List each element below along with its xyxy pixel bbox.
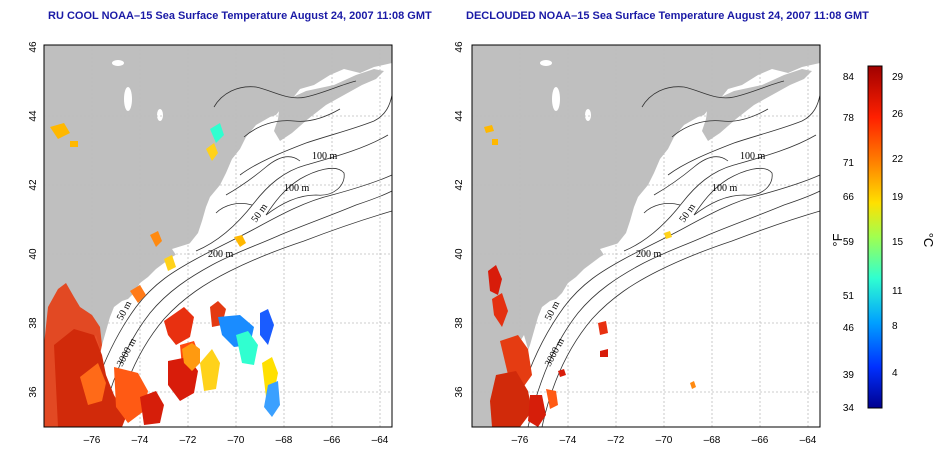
right-lon-axis: –76 –74 –72 –70 –68 –66 –64 — [512, 435, 817, 446]
colorbar-f-tick-7: 46 — [843, 323, 855, 334]
right-lat-tick-4: 42 — [454, 179, 465, 191]
left-lat-tick-3: 40 — [28, 248, 39, 260]
colorbar-f-tick-1: 84 — [843, 72, 855, 83]
left-contour-label-1: 100 m — [312, 151, 338, 162]
right-contour-label-1: 100 m — [740, 151, 766, 162]
left-lat-axis: 36 38 40 42 44 46 — [28, 41, 39, 398]
colorbar-gradient — [867, 65, 883, 409]
colorbar-fahrenheit-label: °F — [830, 233, 845, 246]
left-lon-tick-3: –72 — [180, 435, 197, 446]
colorbar-c-ticks: 29 26 22 19 15 11 8 4 — [892, 72, 904, 379]
colorbar-c-tick-3: 22 — [892, 154, 904, 165]
right-contour-label-4: 200 m — [636, 249, 662, 260]
right-lat-tick-3: 40 — [454, 248, 465, 260]
right-lat-tick-5: 44 — [454, 110, 465, 122]
left-lat-tick-4: 42 — [28, 179, 39, 191]
left-lon-tick-7: –64 — [372, 435, 389, 446]
left-lat-tick-1: 36 — [28, 386, 39, 398]
left-lon-tick-6: –66 — [324, 435, 341, 446]
left-lon-axis: –76 –74 –72 –70 –68 –66 –64 — [84, 435, 389, 446]
colorbar-f-tick-2: 78 — [843, 113, 855, 124]
right-lat-axis: 36 38 40 42 44 46 — [454, 41, 465, 398]
right-lat-tick-1: 36 — [454, 386, 465, 398]
colorbar-c-tick-4: 19 — [892, 192, 904, 203]
left-contour-label-2: 100 m — [284, 183, 310, 194]
colorbar-celsius-label: °C — [921, 233, 936, 248]
right-sst-overlay — [484, 125, 696, 427]
colorbar-f-tick-6: 51 — [843, 291, 855, 302]
colorbar-c-tick-2: 26 — [892, 109, 904, 120]
right-lon-tick-4: –70 — [656, 435, 673, 446]
colorbar-c-tick-8: 4 — [892, 368, 898, 379]
colorbar-f-ticks: 84 78 71 66 59 51 46 39 34 — [843, 72, 855, 414]
right-lon-tick-2: –74 — [560, 435, 577, 446]
left-lon-tick-2: –74 — [132, 435, 149, 446]
right-lon-tick-6: –66 — [752, 435, 769, 446]
right-lat-tick-2: 38 — [454, 317, 465, 329]
left-lon-tick-4: –70 — [228, 435, 245, 446]
right-lon-tick-7: –64 — [800, 435, 817, 446]
colorbar-c-tick-1: 29 — [892, 72, 904, 83]
colorbar-f-tick-4: 66 — [843, 192, 855, 203]
left-lon-tick-1: –76 — [84, 435, 101, 446]
colorbar-f-tick-8: 39 — [843, 370, 855, 381]
colorbar-c-tick-6: 11 — [892, 286, 903, 297]
colorbar-f-tick-5: 59 — [843, 237, 855, 248]
right-lon-tick-3: –72 — [608, 435, 625, 446]
right-map: 100 m 100 m 50 m 200 m 50 m 3000 m –76 –… — [454, 41, 821, 446]
colorbar-c-tick-7: 8 — [892, 321, 898, 332]
left-lat-tick-6: 46 — [28, 41, 39, 53]
colorbar-f-tick-9: 34 — [843, 403, 855, 414]
right-lon-tick-5: –68 — [704, 435, 721, 446]
colorbar-f-tick-3: 71 — [843, 158, 855, 169]
left-lat-tick-2: 38 — [28, 317, 39, 329]
left-lat-tick-5: 44 — [28, 110, 39, 122]
left-sst-overlay — [44, 123, 280, 427]
right-contour-label-2: 100 m — [712, 183, 738, 194]
colorbar: 84 78 71 66 59 51 46 39 34 29 26 22 19 1… — [830, 65, 936, 414]
left-panel-title: RU COOL NOAA–15 Sea Surface Temperature … — [48, 10, 432, 22]
right-lon-tick-1: –76 — [512, 435, 529, 446]
right-panel-title: DECLOUDED NOAA–15 Sea Surface Temperatur… — [466, 10, 869, 22]
left-map-frame: 100 m 100 m 50 m 200 m 50 m 3000 m — [43, 44, 393, 428]
left-contour-label-4: 200 m — [208, 249, 234, 260]
left-lon-tick-5: –68 — [276, 435, 293, 446]
right-map-frame: 100 m 100 m 50 m 200 m 50 m 3000 m — [471, 44, 821, 428]
right-lat-tick-6: 46 — [454, 41, 465, 53]
colorbar-c-tick-5: 15 — [892, 237, 904, 248]
left-map: 100 m 100 m 50 m 200 m 50 m 3000 m –76 –… — [28, 41, 393, 446]
